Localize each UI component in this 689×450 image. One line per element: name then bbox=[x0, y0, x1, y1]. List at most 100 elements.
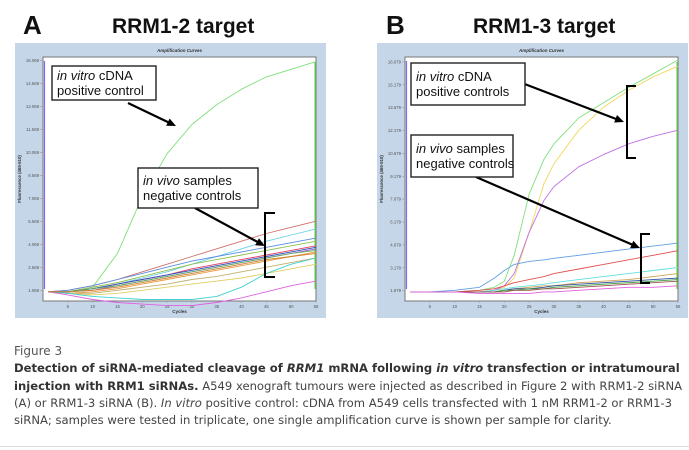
caption-text: Detection of siRNA-mediated cleavage of … bbox=[14, 360, 684, 429]
amplification-charts: Amplification Curves 1.069 2.569 4.069 5.569… bbox=[15, 43, 688, 318]
y-tick-label: 16.679 bbox=[388, 59, 402, 64]
x-tick-label: 50 bbox=[289, 304, 294, 309]
y-tick-label: 2.569 bbox=[28, 265, 39, 270]
series-line-s4 bbox=[48, 240, 317, 293]
annotation-line-1: in vivo samples bbox=[416, 141, 505, 156]
panel-title-b: RRM1-3 target bbox=[473, 15, 616, 38]
series-line-s12 bbox=[47, 280, 317, 307]
annotation-arrowhead bbox=[614, 115, 624, 123]
annotation-box bbox=[410, 134, 514, 178]
chart-title: Amplification Curves bbox=[156, 48, 203, 53]
group-bracket bbox=[626, 85, 636, 159]
caption-text-2: positive control: cDNA from A549 cells t… bbox=[14, 395, 673, 428]
figure-label: Figure 3 bbox=[14, 344, 63, 358]
caption-bold-italic-1: RRM1 bbox=[286, 361, 325, 376]
x-tick-label: 5 bbox=[67, 304, 70, 309]
annotation-italic: in vitro bbox=[416, 69, 454, 84]
series-line-s9 bbox=[47, 257, 317, 294]
panel-letter-a: A bbox=[23, 10, 42, 40]
x-axis-label: Cycles bbox=[172, 309, 187, 314]
y-tick-label: 14.569 bbox=[26, 81, 40, 86]
y-tick-label: 10.679 bbox=[388, 151, 402, 156]
y-tick-label: 13.069 bbox=[26, 104, 40, 109]
series-line-s8 bbox=[47, 251, 317, 294]
y-tick-label: 9.179 bbox=[390, 174, 401, 179]
y-tick-label: 12.179 bbox=[388, 128, 402, 133]
annotation-rest: cDNA bbox=[95, 68, 133, 83]
y-tick-label: 15.179 bbox=[388, 82, 402, 87]
x-tick-label: 50 bbox=[651, 304, 656, 309]
x-tick-label: 40 bbox=[239, 304, 244, 309]
y-tick-label: 13.679 bbox=[388, 105, 402, 110]
series-line-s11 bbox=[47, 257, 317, 300]
y-tick-label: 1.069 bbox=[28, 288, 39, 293]
y-tick-label: 7.069 bbox=[28, 196, 39, 201]
separator bbox=[0, 446, 689, 447]
series-line-n8 bbox=[410, 285, 679, 294]
caption-bold-italic-2: in vitro bbox=[436, 361, 484, 376]
annotation-arrowhead bbox=[166, 118, 176, 126]
caption-bold-2: mRNA following bbox=[324, 361, 437, 376]
annotation-arrow bbox=[521, 81, 619, 121]
x-tick-label: 35 bbox=[214, 304, 219, 309]
group-bracket bbox=[640, 233, 650, 284]
chart-title: Amplification Curves bbox=[518, 48, 565, 53]
panel-a-chart: Amplification Curves 1.069 2.569 4.069 5.569… bbox=[15, 43, 326, 318]
y-tick-label: 4.069 bbox=[28, 242, 39, 247]
x-tick-label: 30 bbox=[552, 304, 557, 309]
series-line-s14 bbox=[48, 252, 317, 293]
x-tick-label: 20 bbox=[502, 304, 507, 309]
x-tick-label: 10 bbox=[90, 304, 95, 309]
series-line-s10 bbox=[47, 263, 317, 296]
x-tick-label: 35 bbox=[576, 304, 581, 309]
annotation-line-1: in vitro cDNA bbox=[416, 69, 492, 84]
y-tick-label: 6.179 bbox=[390, 220, 401, 225]
annotation-rest: cDNA bbox=[454, 69, 492, 84]
x-tick-label: 25 bbox=[527, 304, 532, 309]
annotation-line-2: positive control bbox=[57, 83, 144, 98]
caption-italic-1: In vitro bbox=[160, 395, 202, 410]
y-axis-label: Fluorescence (465-510) bbox=[17, 155, 22, 203]
annotation-arrowhead bbox=[630, 240, 640, 249]
series-line-n7 bbox=[410, 280, 679, 293]
annotation-arrow bbox=[127, 102, 172, 125]
group-bracket bbox=[264, 212, 275, 278]
panel-title-a: RRM1-2 target bbox=[112, 15, 255, 38]
annotation-box bbox=[137, 167, 259, 209]
annotation-italic: in vitro bbox=[57, 68, 95, 83]
annotation-rest: samples bbox=[180, 173, 233, 188]
x-tick-label: 55 bbox=[314, 304, 319, 309]
series-line-s13 bbox=[48, 249, 317, 293]
y-axis-label: Fluorescence (465-510) bbox=[379, 155, 384, 203]
panel-b-chart: Amplification Curves 1.679 3.179 4.679 6.179… bbox=[377, 43, 688, 318]
y-tick-label: 5.569 bbox=[28, 219, 39, 224]
series-line-n2 bbox=[410, 250, 679, 293]
y-tick-label: 1.679 bbox=[390, 288, 401, 293]
panel-letter-b: B bbox=[386, 10, 405, 40]
annotation-rest: samples bbox=[453, 141, 506, 156]
x-tick-label: 55 bbox=[676, 304, 681, 309]
x-tick-label: 30 bbox=[190, 304, 195, 309]
x-axis-label: Cycles bbox=[534, 309, 549, 314]
x-tick-label: 10 bbox=[452, 304, 457, 309]
y-tick-label: 16.069 bbox=[26, 58, 40, 63]
figure-caption: Figure 3 Detection of siRNA-mediated cle… bbox=[14, 343, 684, 429]
annotation-line-2: positive controls bbox=[416, 84, 510, 99]
annotation-line-1: in vivo samples bbox=[143, 173, 232, 188]
x-tick-label: 15 bbox=[115, 304, 120, 309]
annotation-italic: in vivo bbox=[416, 141, 453, 156]
caption-bold-1: Detection of siRNA-mediated cleavage of bbox=[14, 361, 287, 376]
annotation-line-1: in vitro cDNA bbox=[57, 68, 133, 83]
y-tick-label: 11.569 bbox=[26, 127, 39, 132]
caption-bold-3: transfection or intratumoural injection … bbox=[14, 361, 680, 393]
series-line-n1 bbox=[410, 242, 679, 293]
annotation-arrowhead bbox=[255, 238, 265, 246]
x-tick-label: 5 bbox=[429, 304, 432, 309]
caption-text-1: A549 xenograft tumours were injected as … bbox=[14, 378, 683, 410]
y-tick-label: 8.569 bbox=[28, 173, 39, 178]
annotation-box bbox=[410, 62, 526, 106]
x-tick-label: 45 bbox=[264, 304, 269, 309]
annotation-line-2: negative controls bbox=[416, 156, 515, 171]
x-tick-label: 20 bbox=[140, 304, 145, 309]
y-tick-label: 4.679 bbox=[390, 242, 401, 247]
